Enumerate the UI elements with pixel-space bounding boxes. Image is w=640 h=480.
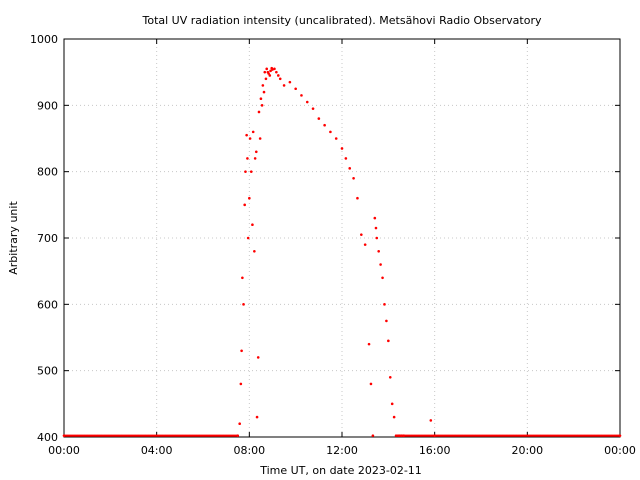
data-point xyxy=(254,150,258,154)
data-point xyxy=(282,84,286,87)
data-point xyxy=(242,303,245,306)
x-tick-label: 20:00 xyxy=(511,444,543,457)
data-point xyxy=(248,137,252,140)
data-point xyxy=(367,342,371,346)
data-point xyxy=(275,70,278,74)
y-tick-label: 400 xyxy=(37,431,58,444)
data-point xyxy=(268,74,272,77)
data-point xyxy=(256,356,260,359)
data-point xyxy=(258,137,262,140)
data-point xyxy=(394,434,398,437)
data-point xyxy=(243,203,246,207)
y-tick-label: 800 xyxy=(37,166,58,179)
data-point xyxy=(263,70,267,74)
data-point xyxy=(288,80,292,84)
data-point xyxy=(249,170,253,173)
data-point xyxy=(246,236,250,240)
data-point xyxy=(241,276,244,280)
data-point xyxy=(300,94,303,97)
data-point xyxy=(369,382,373,386)
x-tick-label: 00:00 xyxy=(48,444,80,457)
data-point xyxy=(388,376,392,379)
data-point xyxy=(267,72,270,75)
data-point xyxy=(385,319,388,323)
data-point xyxy=(257,110,261,114)
data-point xyxy=(260,104,264,107)
x-tick-label: 08:00 xyxy=(233,444,265,457)
data-point xyxy=(294,87,297,91)
data-point xyxy=(360,233,363,236)
data-point xyxy=(340,147,344,150)
data-point xyxy=(352,177,355,180)
data-point xyxy=(253,249,256,253)
data-point xyxy=(374,226,378,230)
data-point xyxy=(251,130,255,134)
data-point xyxy=(238,422,241,426)
data-point xyxy=(392,415,396,419)
data-point xyxy=(383,303,386,306)
data-point xyxy=(377,249,380,253)
data-point xyxy=(379,263,382,266)
y-axis-label: Arbitrary unit xyxy=(7,201,20,275)
data-point xyxy=(239,382,243,386)
x-tick-label: 04:00 xyxy=(141,444,173,457)
data-point xyxy=(348,167,352,170)
y-tick-label: 600 xyxy=(37,298,58,311)
data-point xyxy=(253,157,257,160)
data-point xyxy=(381,276,384,280)
data-point xyxy=(245,133,248,137)
data-point xyxy=(255,415,259,419)
baseline-point xyxy=(618,434,621,437)
axis-ticks: 00:00 04:00 08:00 12:00 16:00 20:00 00:0040050… xyxy=(30,33,636,457)
data-point xyxy=(273,67,276,71)
data-point xyxy=(265,67,269,71)
data-point xyxy=(276,74,280,77)
y-tick-label: 700 xyxy=(37,232,58,245)
data-point xyxy=(305,100,309,104)
y-tick-label: 900 xyxy=(37,99,58,112)
data-point xyxy=(363,243,367,246)
data-point xyxy=(244,170,247,173)
grid-lines xyxy=(64,39,620,437)
x-tick-label: 16:00 xyxy=(419,444,451,457)
data-point xyxy=(373,216,377,220)
data-point xyxy=(311,107,315,110)
data-point xyxy=(344,157,348,160)
x-axis-label: Time UT, on date 2023-02-11 xyxy=(259,464,422,477)
baseline-point xyxy=(236,434,239,437)
data-point xyxy=(261,84,265,87)
data-point xyxy=(323,123,326,127)
data-point xyxy=(262,90,266,94)
x-tick-label: 12:00 xyxy=(326,444,358,457)
data-point xyxy=(248,196,251,200)
data-point xyxy=(390,402,394,406)
data-point xyxy=(269,69,272,73)
data-point xyxy=(278,77,282,81)
data-points xyxy=(62,66,622,437)
data-point xyxy=(259,97,263,100)
data-point xyxy=(429,419,433,422)
data-point xyxy=(329,130,332,134)
data-point xyxy=(317,117,321,120)
data-point xyxy=(387,339,390,343)
y-tick-label: 1000 xyxy=(30,33,58,46)
data-point xyxy=(264,77,268,81)
data-point xyxy=(251,223,254,227)
data-point xyxy=(334,137,338,140)
data-point xyxy=(246,157,249,160)
y-tick-label: 500 xyxy=(37,365,58,378)
data-point xyxy=(375,236,379,240)
data-point xyxy=(240,349,243,353)
x-tick-label: 00:00 xyxy=(604,444,636,457)
data-point xyxy=(371,434,375,437)
chart-title: Total UV radiation intensity (uncalibrat… xyxy=(142,14,542,27)
data-point xyxy=(356,196,359,200)
